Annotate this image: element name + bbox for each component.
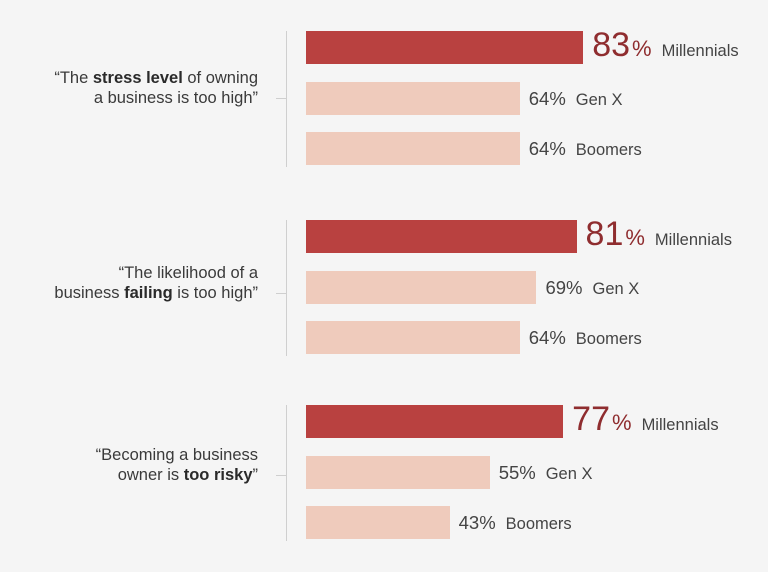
bar-value: 83 xyxy=(592,26,631,64)
bar-value: 64 xyxy=(528,138,550,159)
bar-category-label: Millennials xyxy=(641,416,719,434)
bar-gen-x xyxy=(306,455,490,489)
bar-value-unit: % xyxy=(519,461,536,483)
group-label-tick xyxy=(276,293,286,294)
bar-value-unit: % xyxy=(566,276,583,298)
bar-category-label: Boomers xyxy=(575,330,642,348)
bar-value-label: 64% Gen X xyxy=(529,88,623,110)
bar-value-unit: % xyxy=(479,512,496,533)
group-divider-line xyxy=(286,405,287,541)
bar-value: 77 xyxy=(572,400,610,438)
bar-value-unit: % xyxy=(549,87,566,109)
bar-value-label: 81% Millennials xyxy=(586,217,732,251)
bar-value-label: 64% Boomers xyxy=(529,138,642,160)
group-label-tick xyxy=(276,475,286,476)
bar-value-unit: % xyxy=(549,327,566,348)
bar-millennials xyxy=(306,405,564,438)
bar-category-label: Gen X xyxy=(575,90,623,109)
bar-value-label: 64% Boomers xyxy=(529,327,642,349)
bar-value: 43 xyxy=(458,512,480,533)
group-label-tick xyxy=(276,98,286,99)
bar-value: 69 xyxy=(545,276,567,298)
bar-category-label: Boomers xyxy=(505,515,572,533)
bar-value-label: 43% Boomers xyxy=(459,512,572,534)
bar-value-label: 83% Millennials xyxy=(592,28,738,62)
bar-value-unit: % xyxy=(625,225,645,250)
bar-boomers xyxy=(306,506,450,539)
bar-boomers xyxy=(306,132,520,165)
bar-value: 55 xyxy=(498,461,520,483)
group-divider-line xyxy=(286,31,287,167)
bar-value: 81 xyxy=(585,215,624,253)
bar-value-unit: % xyxy=(549,138,566,159)
bar-category-label: Gen X xyxy=(545,464,593,483)
bar-millennials xyxy=(306,220,577,253)
bar-category-label: Gen X xyxy=(592,279,640,298)
bar-category-label: Boomers xyxy=(575,141,642,159)
bar-value: 64 xyxy=(528,327,550,348)
group-divider-line xyxy=(286,220,287,356)
group-label: “Becoming a business owner is too risky” xyxy=(95,446,258,484)
bar-gen-x xyxy=(306,270,537,304)
bar-value-unit: % xyxy=(612,410,632,435)
bar-category-label: Millennials xyxy=(661,42,739,60)
bar-boomers xyxy=(306,321,520,354)
group-label: “The stress level of owning a business is… xyxy=(54,69,258,107)
bar-gen-x xyxy=(306,81,520,115)
bar-value-label: 69% Gen X xyxy=(545,277,639,299)
bar-value: 64 xyxy=(528,87,550,109)
group-label: “The likelihood of a business failing is … xyxy=(54,264,258,302)
bar-value-unit: % xyxy=(632,36,652,61)
bar-value-label: 77% Millennials xyxy=(572,402,718,436)
bar-millennials xyxy=(306,31,584,64)
bar-category-label: Millennials xyxy=(654,231,732,249)
bar-value-label: 55% Gen X xyxy=(499,462,593,484)
